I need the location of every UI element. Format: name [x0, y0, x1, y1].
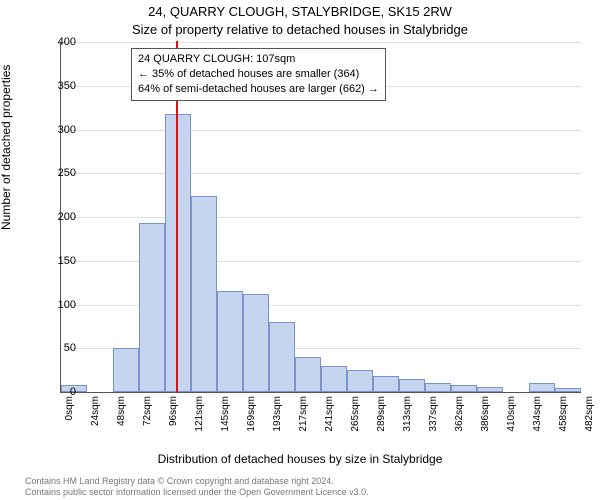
footer-attribution: Contains HM Land Registry data © Crown c…	[25, 476, 369, 498]
x-tick-label: 265sqm	[350, 396, 361, 446]
histogram-bar	[425, 383, 451, 392]
footer-line: Contains HM Land Registry data © Crown c…	[25, 476, 369, 487]
x-tick-label: 434sqm	[532, 396, 543, 446]
y-tick-label: 400	[46, 36, 76, 48]
x-tick-label: 217sqm	[298, 396, 309, 446]
x-tick-label: 145sqm	[220, 396, 231, 446]
annotation-line: ← 35% of detached houses are smaller (36…	[138, 67, 379, 82]
histogram-bar	[295, 357, 321, 392]
y-tick-label: 350	[46, 80, 76, 92]
histogram-bar	[217, 291, 243, 392]
histogram-bar	[191, 196, 217, 392]
histogram-bar	[529, 383, 555, 392]
histogram-bar	[113, 348, 139, 392]
annotation-box: 24 QUARRY CLOUGH: 107sqm ← 35% of detach…	[131, 48, 386, 101]
histogram-bar	[399, 379, 425, 392]
histogram-bar	[477, 387, 503, 392]
x-tick-label: 96sqm	[168, 396, 179, 446]
x-axis-label: Distribution of detached houses by size …	[0, 452, 600, 466]
x-tick-label: 169sqm	[246, 396, 257, 446]
y-tick-label: 300	[46, 124, 76, 136]
footer-line: Contains public sector information licen…	[25, 487, 369, 498]
x-tick-label: 337sqm	[428, 396, 439, 446]
histogram-bar	[321, 366, 347, 392]
chart-plot-area: 24 QUARRY CLOUGH: 107sqm ← 35% of detach…	[60, 42, 581, 393]
histogram-bar	[451, 385, 477, 392]
x-tick-label: 410sqm	[506, 396, 517, 446]
x-tick-label: 48sqm	[116, 396, 127, 446]
x-tick-label: 72sqm	[142, 396, 153, 446]
x-tick-label: 482sqm	[584, 396, 595, 446]
x-tick-label: 193sqm	[272, 396, 283, 446]
y-tick-label: 100	[46, 299, 76, 311]
gridline	[61, 130, 581, 131]
x-tick-label: 313sqm	[402, 396, 413, 446]
histogram-bar	[555, 388, 581, 392]
histogram-bar	[347, 370, 373, 392]
gridline	[61, 173, 581, 174]
annotation-line: 64% of semi-detached houses are larger (…	[138, 82, 379, 97]
histogram-bar	[139, 223, 165, 392]
y-tick-label: 250	[46, 167, 76, 179]
x-tick-label: 0sqm	[64, 396, 75, 446]
annotation-line: 24 QUARRY CLOUGH: 107sqm	[138, 52, 379, 67]
histogram-bar	[243, 294, 269, 392]
x-tick-label: 289sqm	[376, 396, 387, 446]
x-tick-label: 362sqm	[454, 396, 465, 446]
histogram-bar	[373, 376, 399, 392]
chart-subtitle: Size of property relative to detached ho…	[0, 22, 600, 37]
x-tick-label: 241sqm	[324, 396, 335, 446]
histogram-bar	[269, 322, 295, 392]
y-tick-label: 150	[46, 255, 76, 267]
x-tick-label: 121sqm	[194, 396, 205, 446]
y-axis-label: Number of detached properties	[0, 65, 13, 230]
y-tick-label: 200	[46, 211, 76, 223]
y-tick-label: 50	[46, 342, 76, 354]
gridline	[61, 217, 581, 218]
page-address: 24, QUARRY CLOUGH, STALYBRIDGE, SK15 2RW	[0, 4, 600, 19]
x-tick-label: 24sqm	[90, 396, 101, 446]
x-tick-label: 386sqm	[480, 396, 491, 446]
x-tick-label: 458sqm	[558, 396, 569, 446]
gridline	[61, 42, 581, 43]
